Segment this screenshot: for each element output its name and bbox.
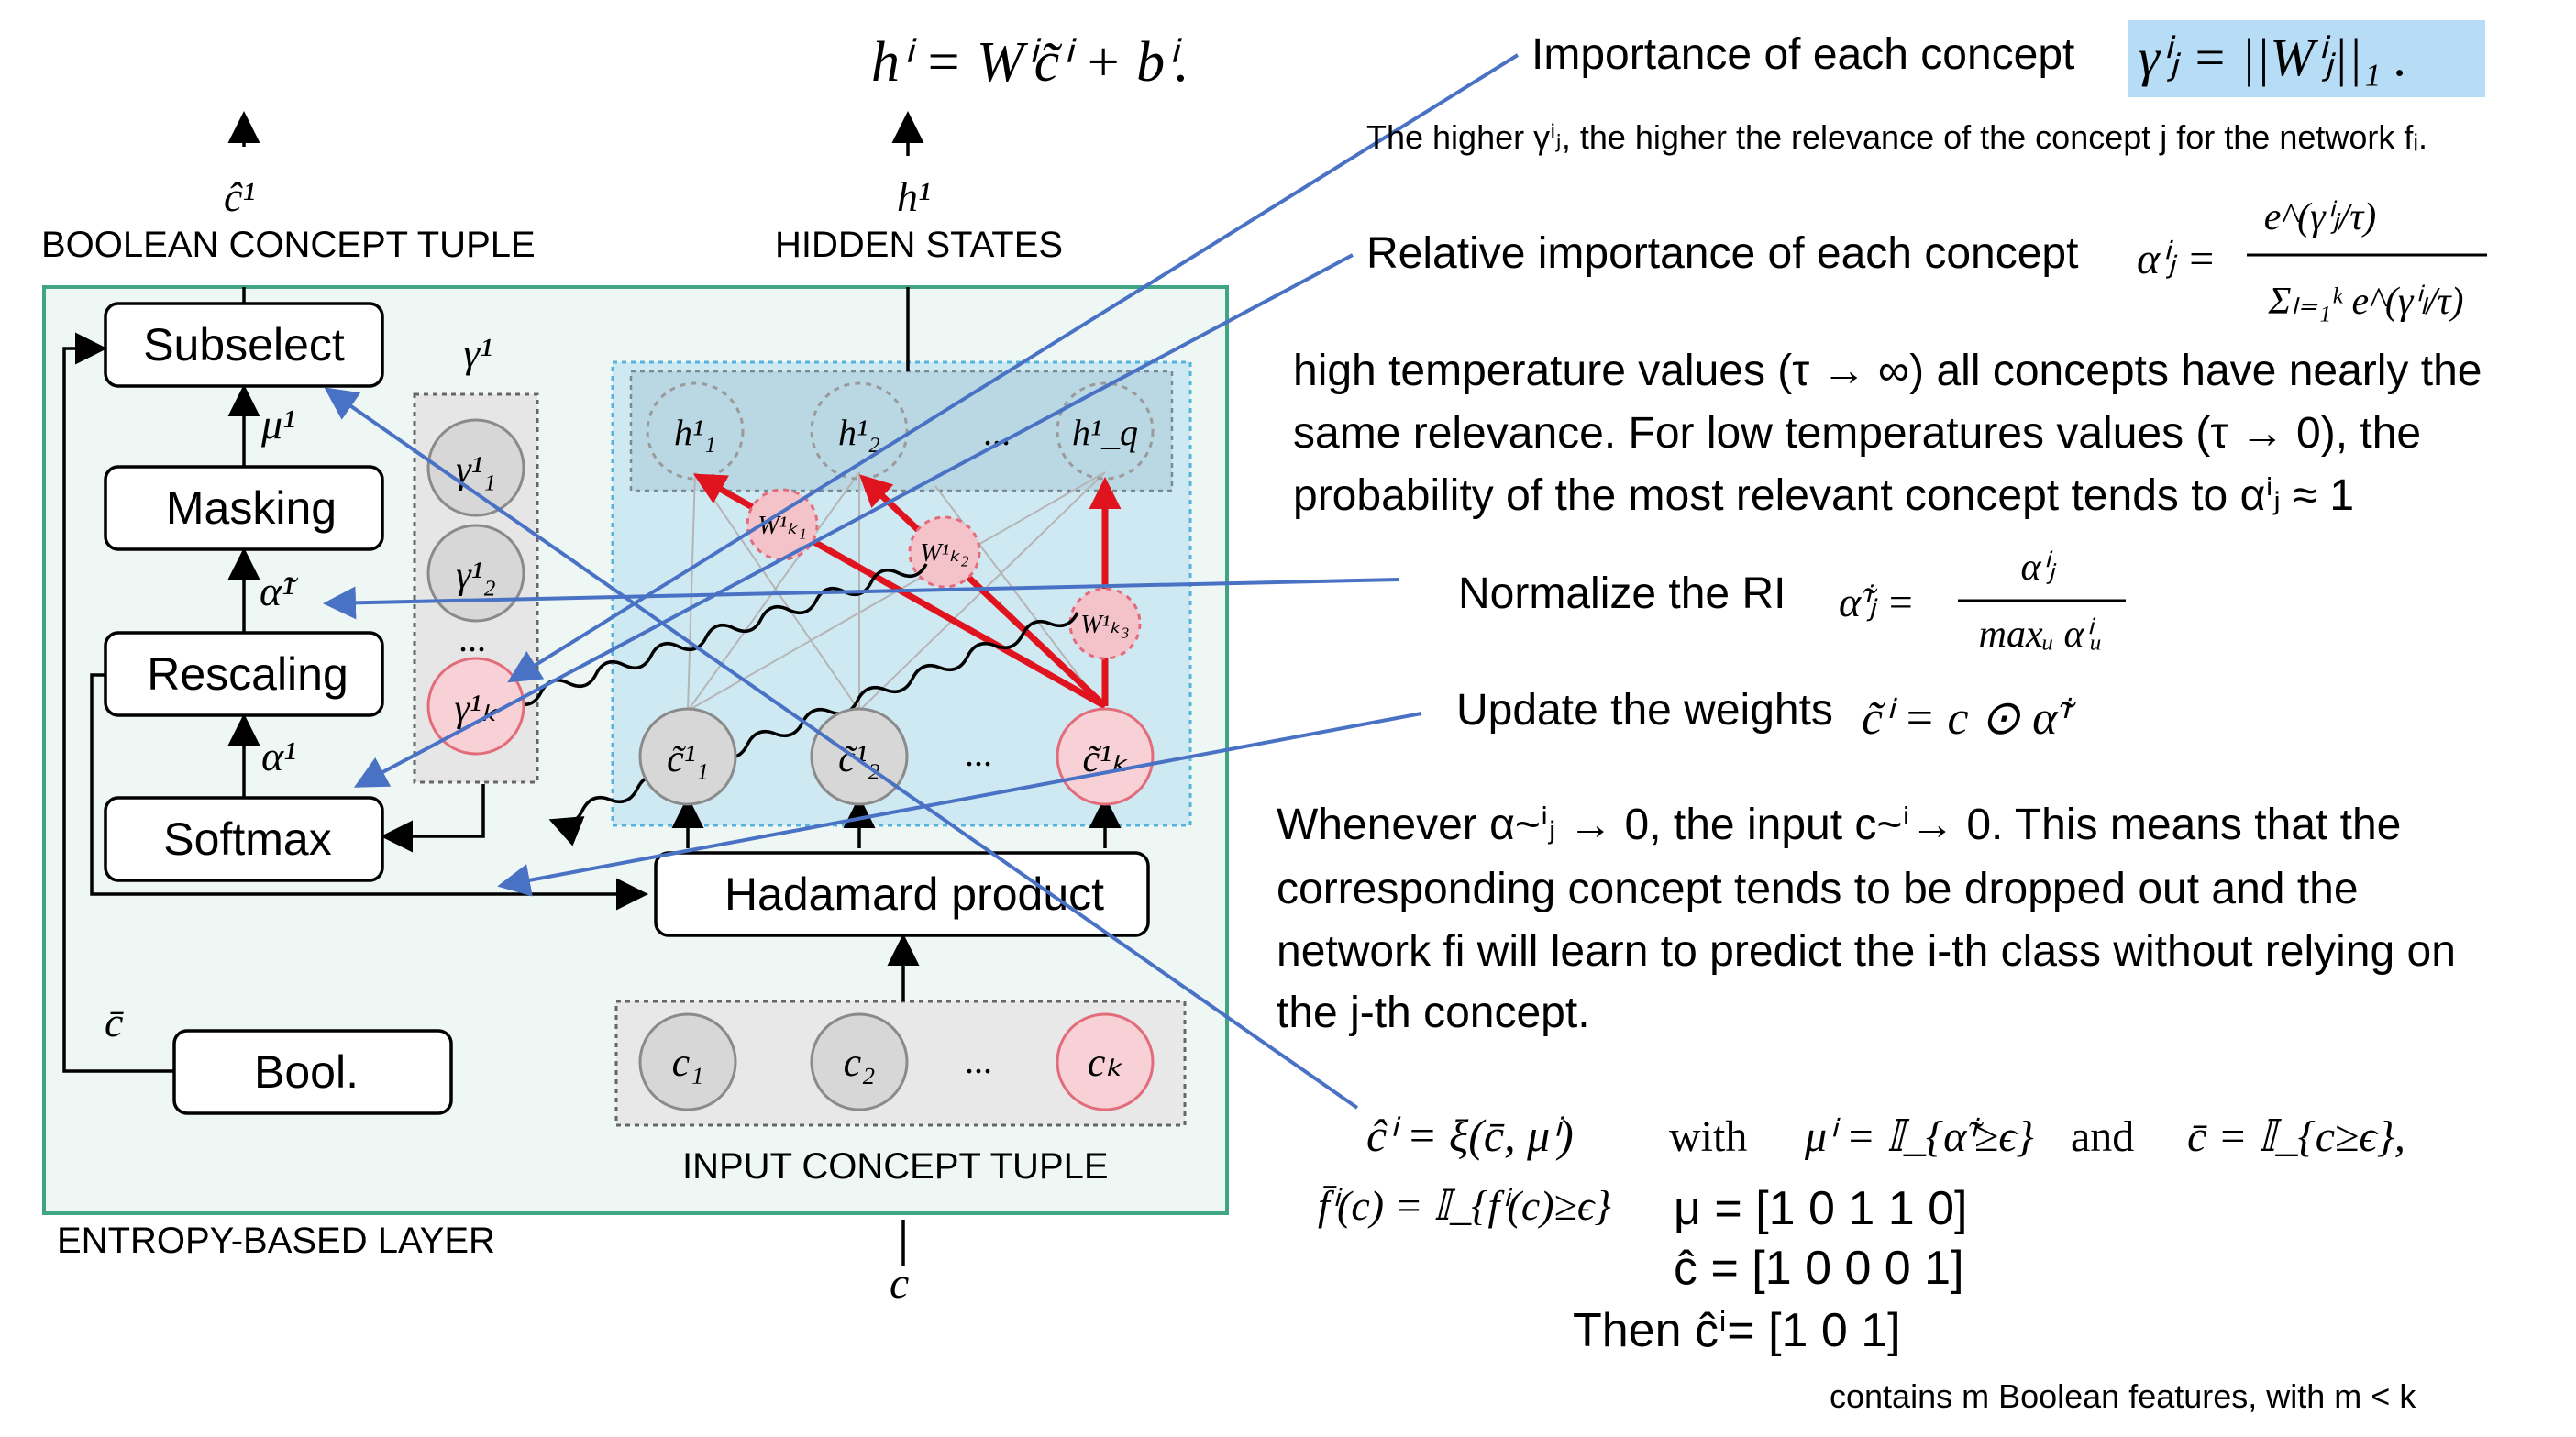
relative-formula-numerator: e^(γⁱⱼ/τ) [2264, 196, 2376, 238]
normalize-formula-lhs: α̃ⁱⱼ = [1839, 579, 1915, 625]
svg-text:W¹ₖ₂: W¹ₖ₂ [920, 539, 969, 568]
gamma-node-1: γ¹₁ [426, 418, 525, 517]
bool-box: Bool. [172, 1029, 453, 1115]
input-node-2: c₂ [810, 1012, 909, 1111]
boolean-concept-tuple-label: BOOLEAN CONCEPT TUPLE [41, 225, 536, 265]
svg-text:Softmax: Softmax [163, 813, 331, 865]
gamma-node-2: γ¹₂ [426, 524, 525, 623]
svg-text:Bool.: Bool. [254, 1046, 359, 1098]
hidden-states-label: HIDDEN STATES [775, 225, 1063, 265]
svg-text:c̃¹₁: c̃¹₁ [667, 738, 709, 780]
svg-text:W¹ₖ₁: W¹ₖ₁ [757, 512, 806, 540]
dropout-line-1: Whenever α~ⁱⱼ → 0, the input c~ⁱ→ 0. Thi… [1277, 801, 2401, 849]
ctilde-node-2: c̃¹₂ [810, 707, 909, 806]
relative-formula-denominator: Σₗ₌₁ᵏ e^(γⁱₗ/τ) [2267, 281, 2463, 323]
hadamard-product-box: Hadamard product [654, 851, 1150, 937]
ctilde-node-k: c̃¹ₖ [1056, 707, 1155, 806]
relative-formula-lhs: αⁱⱼ = [2137, 235, 2217, 283]
alpha-tilde-symbol: α̃¹ [260, 568, 299, 614]
temperature-line-1: high temperature values (τ → ∞) all conc… [1293, 347, 2482, 395]
input-ellipsis: ... [965, 1040, 992, 1081]
normalize-label: Normalize the RI [1458, 569, 1786, 618]
weight-node-3: W¹ₖ₃ [1068, 587, 1142, 660]
gamma-header: γ¹ [463, 329, 492, 376]
entropy-layer-caption: ENTROPY-BASED LAYER [57, 1221, 495, 1261]
update-weights-label: Update the weights [1456, 686, 1833, 735]
svg-text:γ¹₂: γ¹₂ [456, 555, 496, 597]
importance-label: Importance of each concept [1531, 30, 2074, 79]
alpha-symbol: α¹ [261, 733, 296, 779]
boolean-output-symbol: ĉ¹ [224, 173, 255, 220]
softmax-box: Softmax [104, 796, 384, 882]
subselect-box: Subselect [104, 302, 384, 388]
weight-node-1: W¹ₖ₁ [746, 488, 819, 561]
gamma-ellipsis: ... [459, 618, 486, 659]
svg-text:Masking: Masking [166, 482, 337, 534]
hidden-output-symbol: h¹ [897, 173, 931, 220]
input-symbol: c [890, 1259, 909, 1308]
flow-connectors [62, 111, 1122, 1266]
and-word: and [2071, 1112, 2134, 1161]
masking-box: Masking [104, 465, 384, 551]
chat-vector: ĉ = [1 0 0 0 1] [1674, 1242, 1964, 1295]
svg-text:Rescaling: Rescaling [147, 648, 348, 700]
cbar-formula: c̄ = 𝕀_{c≥ϵ}, [2187, 1112, 2405, 1161]
importance-formula-highlight [2128, 20, 2485, 97]
normalize-formula-denominator: maxᵤ αⁱᵤ [1979, 613, 2103, 656]
cbar-symbol: c̄ [105, 999, 125, 1045]
footnote: contains m Boolean features, with m < k [1830, 1377, 2416, 1415]
svg-text:c₂: c₂ [844, 1040, 876, 1085]
mu-symbol: μ¹ [260, 401, 295, 448]
dropout-line-3: network fi will learn to predict the i-t… [1277, 927, 2456, 976]
hidden-ellipsis: ... [983, 412, 1011, 453]
input-concept-tuple-label: INPUT CONCEPT TUPLE [682, 1146, 1109, 1187]
hidden-node-q: h¹_q [1056, 381, 1155, 481]
hidden-state-formula: hⁱ = Wⁱc̃ⁱ + bⁱ. [871, 31, 1189, 94]
relative-importance-label: Relative importance of each concept [1366, 229, 2078, 278]
normalize-formula-numerator: αⁱⱼ [2021, 547, 2058, 589]
mu-vector: μ = [1 0 1 1 0] [1674, 1182, 1968, 1235]
update-formula: c̃ⁱ = c ⊙ α̃ⁱ [1862, 692, 2076, 745]
hidden-node-1: h¹₁ [646, 381, 745, 481]
ctilde-ellipsis: ... [965, 733, 992, 774]
svg-text:h¹₁: h¹₁ [674, 412, 716, 453]
svg-text:c₁: c₁ [672, 1040, 704, 1085]
then-vector: Then ĉⁱ= [1 0 1] [1573, 1304, 1901, 1357]
annotation-pointers [323, 53, 1520, 1110]
temperature-line-3: probability of the most relevant concept… [1293, 471, 2354, 520]
with-word: with [1669, 1112, 1747, 1161]
input-node-1: c₁ [638, 1012, 737, 1111]
dropout-line-2: corresponding concept tends to be droppe… [1277, 865, 2359, 913]
svg-text:Hadamard product: Hadamard product [724, 868, 1104, 920]
importance-formula: γⁱⱼ = ||Wⁱⱼ||₁ . [2139, 28, 2407, 87]
dropout-line-4: the j-th concept. [1277, 989, 1590, 1037]
svg-text:h¹_q: h¹_q [1072, 412, 1138, 453]
svg-text:cₖ: cₖ [1088, 1040, 1124, 1085]
temperature-line-2: same relevance. For low temperatures val… [1293, 409, 2421, 458]
hidden-node-2: h¹₂ [810, 381, 909, 481]
ctilde-node-1: c̃¹₁ [638, 707, 737, 806]
subselect-formula: ĉⁱ = ξ(c̄, μⁱ) [1366, 1110, 1574, 1161]
fbar-formula: f̄ⁱ(c) = 𝕀_{fⁱ(c)≥ϵ} [1318, 1182, 1611, 1229]
mu-formula: μⁱ = 𝕀_{α̃ⁱ≥ϵ} [1804, 1112, 2034, 1161]
svg-text:W¹ₖ₃: W¹ₖ₃ [1080, 611, 1129, 639]
weight-node-2: W¹ₖ₂ [908, 515, 981, 589]
input-node-k: cₖ [1056, 1012, 1155, 1111]
svg-text:h¹₂: h¹₂ [838, 412, 880, 453]
svg-text:Subselect: Subselect [143, 319, 345, 370]
rescaling-box: Rescaling [104, 631, 384, 717]
importance-note: The higher γⁱⱼ, the higher the relevance… [1366, 118, 2427, 156]
